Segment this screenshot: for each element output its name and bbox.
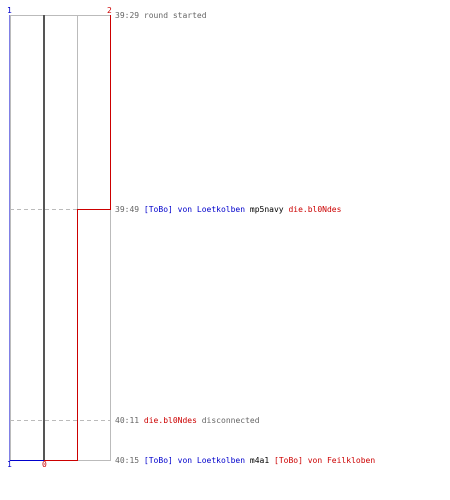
event-time: 40:15: [115, 456, 140, 465]
event-text: die.bl0Ndes: [288, 205, 342, 214]
event-row: 40:11 die.bl0Ndes disconnected: [115, 416, 260, 426]
event-text: m4a1: [249, 456, 270, 465]
event-text: [ToBo] von Feilkloben: [274, 456, 376, 465]
blue-score-bottom: 1: [7, 460, 12, 469]
event-row: 39:49 [ToBo] von Loetkolben mp5navy die.…: [115, 205, 341, 215]
event-time: 39:49: [115, 205, 140, 214]
event-text: disconnected: [201, 416, 260, 425]
event-text: [ToBo] von Loetkolben: [143, 205, 246, 214]
event-text: mp5navy: [249, 205, 284, 214]
event-time: 40:11: [115, 416, 140, 425]
event-text: die.bl0Ndes: [143, 416, 197, 425]
blue-score-top: 1: [7, 6, 12, 15]
red-score-top: 2: [107, 6, 112, 15]
event-text: [ToBo] von Loetkolben: [143, 456, 246, 465]
event-row: 39:29 round started: [115, 11, 207, 21]
red-team-step-line: [44, 15, 111, 461]
event-row: 40:15 [ToBo] von Loetkolben m4a1 [ToBo] …: [115, 456, 375, 466]
grid-frame: [10, 15, 111, 461]
event-time: 39:29: [115, 11, 140, 20]
event-text: round started: [143, 11, 207, 20]
red-score-bottom: 0: [42, 460, 47, 469]
